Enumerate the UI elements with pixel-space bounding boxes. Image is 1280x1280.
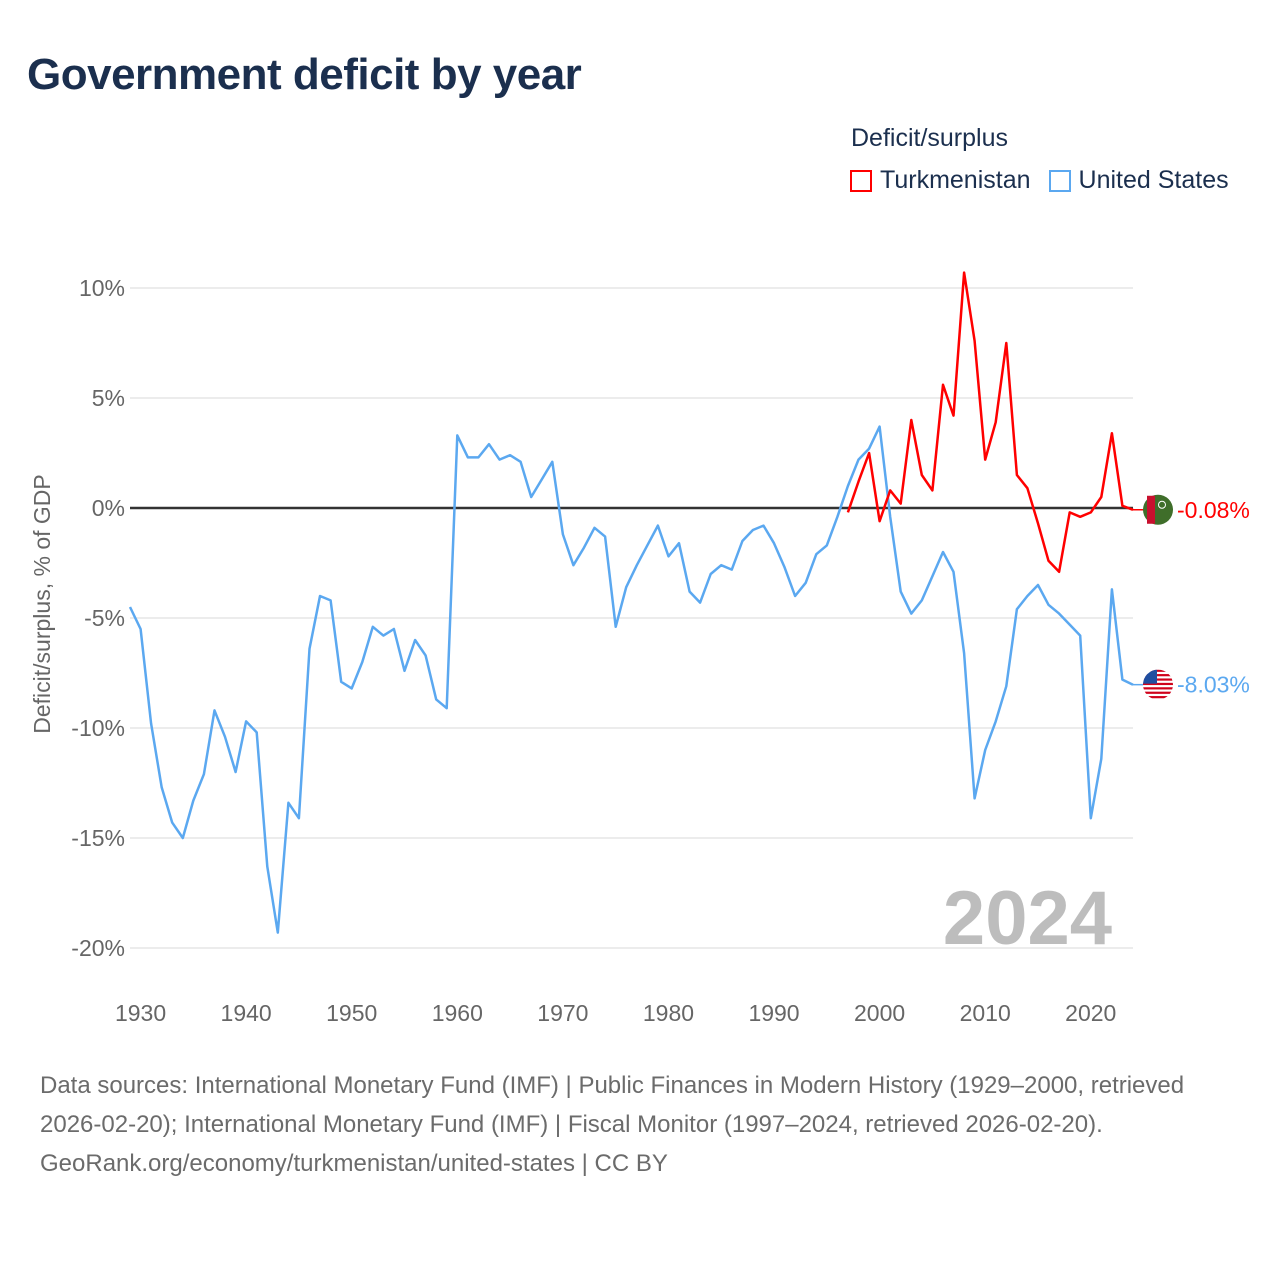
end-value-label: -8.03% <box>1177 672 1250 698</box>
end-labels: -8.03% -0.08% <box>1133 494 1250 700</box>
flag-stripe <box>1147 495 1155 524</box>
flag-stripe <box>1143 682 1173 686</box>
x-tick-label: 1990 <box>748 1000 799 1026</box>
y-tick-label: 5% <box>92 385 125 411</box>
legend-title: Deficit/surplus <box>851 124 1008 152</box>
x-tick-label: 2020 <box>1065 1000 1116 1026</box>
flag-stripe <box>1143 678 1173 681</box>
legend: Turkmenistan United States <box>850 166 1247 195</box>
legend-item-united-states[interactable]: United States <box>1048 166 1229 195</box>
legend-label: Turkmenistan <box>880 166 1031 194</box>
series-line-united-states <box>128 425 1134 934</box>
x-tick-label: 1940 <box>221 1000 272 1026</box>
flag-stripe <box>1143 696 1173 699</box>
series-lines <box>128 271 1134 934</box>
series-line-turkmenistan <box>846 271 1134 574</box>
x-tick-label: 2010 <box>960 1000 1011 1026</box>
page-title: Government deficit by year <box>27 50 582 99</box>
y-tick-label: -20% <box>71 935 125 961</box>
x-tick-label: 1970 <box>537 1000 588 1026</box>
y-tick-label: -10% <box>71 715 125 741</box>
credit-link[interactable]: GeoRank.org/economy/turkmenistan/united-… <box>40 1150 668 1177</box>
y-tick-label: 0% <box>92 495 125 521</box>
flag-stripe <box>1143 687 1173 690</box>
x-tick-label: 1930 <box>115 1000 166 1026</box>
x-tick-label: 1950 <box>326 1000 377 1026</box>
year-watermark: 2024 <box>943 876 1112 961</box>
flag-stripe <box>1143 691 1173 694</box>
x-tick-label: 1960 <box>432 1000 483 1026</box>
y-tick-label: -5% <box>84 605 125 631</box>
flag-body <box>1143 669 1173 700</box>
x-tick-label: 1980 <box>643 1000 694 1026</box>
flag-stripe <box>1143 674 1173 677</box>
turkmenistan-flag-icon <box>1143 494 1173 525</box>
flag-canton <box>1143 669 1157 684</box>
flag-crescent <box>1158 500 1166 509</box>
end-value-label: -0.08% <box>1177 497 1250 523</box>
legend-swatch-united-states <box>1048 169 1071 192</box>
footer: Data sources: International Monetary Fun… <box>40 1066 1240 1183</box>
legend-label: United States <box>1078 166 1229 194</box>
flag-stripe <box>1143 669 1173 672</box>
data-sources: Data sources: International Monetary Fun… <box>40 1072 1185 1138</box>
y-axis-label: Deficit/surplus, % of GDP <box>29 474 55 733</box>
y-tick-label: -15% <box>71 825 125 851</box>
x-tick-label: 2000 <box>854 1000 905 1026</box>
gridlines: 10% 5% 0% -5% -10% -15% -20% 1930 1940 1950 1960 19… <box>71 275 1133 1026</box>
y-tick-label: 10% <box>79 275 125 301</box>
legend-item-turkmenistan[interactable]: Turkmenistan <box>850 166 1031 195</box>
legend-swatch-turkmenistan <box>850 169 872 192</box>
us-flag-icon <box>1143 669 1173 700</box>
